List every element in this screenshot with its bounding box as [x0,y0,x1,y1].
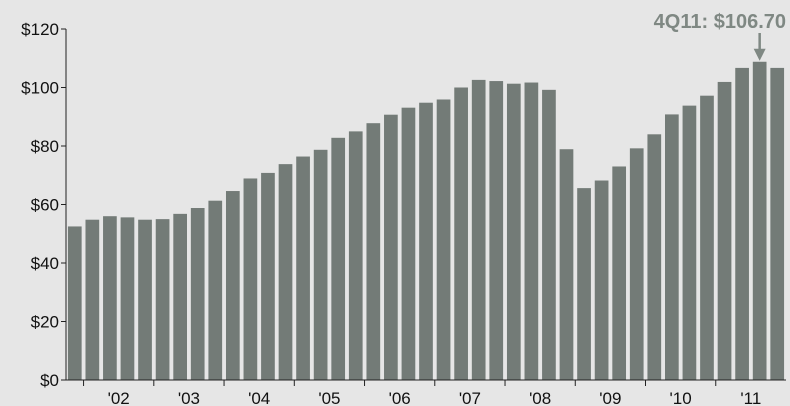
bar [489,81,504,380]
x-tick-label: '07 [459,389,481,406]
bar [261,172,275,380]
bar [629,148,644,380]
annotation-arrow-head [753,48,766,61]
bar [752,61,767,380]
bar [296,156,310,380]
bar [524,82,539,380]
bar [419,102,433,381]
bar [471,79,486,380]
bar [682,105,697,380]
annotation-label: 4Q11: $106.70 [654,11,786,33]
bar [348,131,363,381]
bar [700,95,714,380]
bar [384,114,398,380]
bar [155,219,170,381]
y-axis-ticks: $0 $20 $40 $60 $80 $100 $120 [21,20,66,390]
bar [208,200,223,380]
bar [506,83,521,380]
bar [454,87,468,380]
bar [331,137,346,380]
x-tick-label: '09 [599,389,621,406]
bar [717,81,732,380]
x-tick-label: '11 [740,389,761,406]
y-tick-label: $120 [21,20,59,39]
bar [577,188,591,380]
bar [665,114,679,380]
bar [120,217,135,380]
x-tick-label: '04 [248,389,270,406]
bar [612,166,627,380]
bar [735,67,749,381]
bar [542,89,556,380]
y-tick-label: $40 [31,254,59,273]
y-tick-label: $60 [31,196,59,215]
bar [313,149,328,380]
bar [647,134,662,380]
bar [366,123,381,380]
bar [85,219,100,380]
y-tick-label: $0 [40,371,59,390]
y-tick-label: $100 [21,79,59,98]
x-tick-label: '08 [529,389,551,406]
x-tick-label: '02 [108,389,130,406]
bar [225,191,240,380]
x-tick-label: '10 [670,389,692,406]
y-tick-label: $80 [31,137,59,156]
x-tick-label: '03 [178,389,200,406]
x-tick-label: '06 [389,389,411,406]
bar [67,226,82,380]
bar [243,178,258,380]
bar [103,216,117,380]
bar [401,107,416,381]
bar [190,208,205,380]
bar [173,213,187,380]
annotation-arrow [753,33,766,61]
bar [138,219,152,380]
bar [559,149,574,380]
bar [594,180,609,380]
bar [436,99,451,381]
bar [770,67,785,381]
bars-group [67,61,785,381]
x-tick-label: '05 [318,389,340,406]
y-tick-label: $20 [31,313,59,332]
bar [278,164,293,380]
x-axis-ticks: '02 '03 '04 '05 '06 '07 '08 '09 '10 '11 [83,380,761,406]
